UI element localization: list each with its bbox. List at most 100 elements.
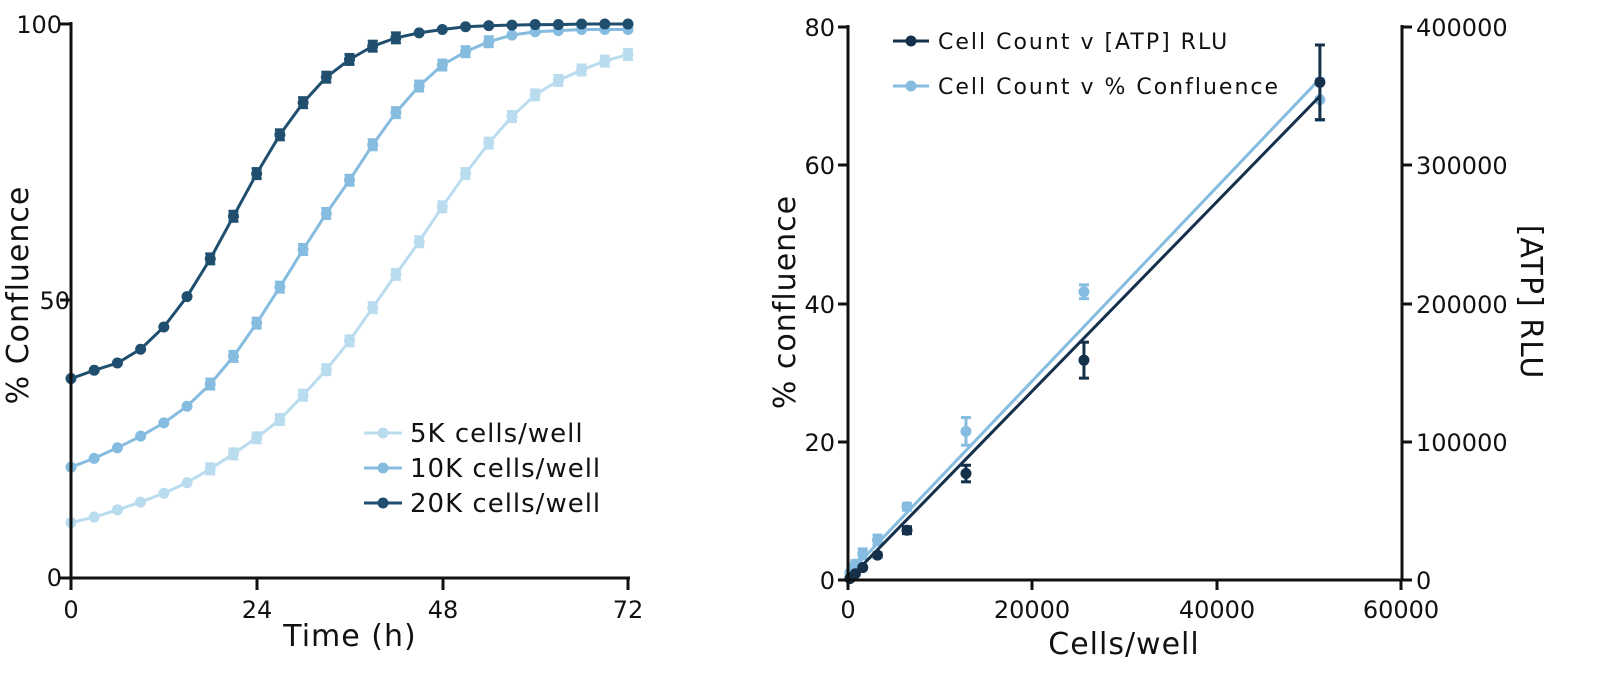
data-point: [297, 243, 309, 255]
legend-label-confluence: Cell Count v % Confluence: [938, 75, 1280, 100]
right-y-tick-label: 60: [804, 152, 835, 180]
data-point: [436, 59, 448, 71]
data-point: [204, 463, 216, 475]
left-x-tick-label: 0: [63, 596, 78, 624]
data-point: [111, 504, 123, 516]
data-point: [390, 268, 402, 280]
legend-item-atp: Cell Count v [ATP] RLU: [893, 30, 1229, 55]
data-point: [460, 46, 472, 58]
data-point: [390, 107, 402, 119]
data-point: [227, 210, 239, 222]
data-point: [857, 562, 869, 574]
data-point: [857, 548, 869, 560]
right-x-tick-label: 60000: [1363, 596, 1439, 624]
right-y2-tick-label: 200000: [1416, 291, 1508, 319]
legend-label-5k: 5K cells/well: [410, 419, 584, 449]
data-point: [483, 137, 495, 149]
left-y-axis-title: % Confluence: [1, 186, 36, 405]
data-point: [274, 414, 286, 426]
data-point: [88, 364, 100, 376]
data-point: [506, 111, 518, 123]
data-point: [297, 389, 309, 401]
data-point: [1078, 354, 1090, 366]
left-plot-layer: [65, 18, 634, 529]
data-point: [251, 432, 263, 444]
left-y-tick-label: 50: [39, 287, 70, 315]
data-point: [506, 19, 518, 31]
series-0: [844, 43, 1326, 585]
data-point: [552, 19, 564, 31]
data-point: [344, 335, 355, 347]
right-legend: Cell Count v [ATP] RLU Cell Count v % Co…: [893, 30, 1280, 100]
legend-item-20k: 20K cells/well: [364, 489, 601, 519]
right-y-tick-label: 0: [820, 567, 835, 595]
legend-marker-10k: [377, 462, 389, 474]
left-x-tick-label: 48: [428, 596, 459, 624]
right-y-tick-label: 80: [804, 14, 835, 42]
right-x-tick-label: 40000: [1179, 596, 1255, 624]
data-point: [1314, 76, 1326, 88]
data-point: [227, 350, 239, 362]
data-point: [901, 524, 913, 536]
data-point: [88, 511, 100, 523]
data-point: [576, 18, 588, 30]
data-point: [599, 55, 611, 67]
series-0: [65, 47, 634, 529]
data-point: [111, 442, 123, 454]
fit-line: [846, 77, 1321, 576]
left-y-tick-label: 100: [16, 11, 62, 39]
data-point: [552, 75, 564, 87]
data-point: [158, 417, 170, 429]
legend-marker-5k: [377, 427, 389, 439]
series-line: [70, 53, 629, 525]
legend-label-20k: 20K cells/well: [410, 489, 601, 519]
left-chart: 0 50 100 0 24 48 72 Time (h) % Confluenc…: [1, 11, 643, 654]
data-point: [227, 448, 239, 460]
data-point: [88, 452, 100, 464]
data-point: [849, 568, 861, 580]
data-point: [483, 20, 495, 32]
data-point: [413, 27, 425, 39]
data-point: [436, 24, 448, 36]
legend-marker-confluence: [905, 80, 917, 92]
data-point: [367, 40, 379, 52]
data-point: [367, 139, 379, 151]
data-point: [960, 468, 972, 480]
data-point: [181, 291, 193, 303]
legend-item-confluence: Cell Count v % Confluence: [893, 75, 1280, 100]
data-point: [158, 321, 170, 333]
data-point: [1078, 286, 1090, 298]
right-y-tick-label: 20: [804, 429, 835, 457]
legend-item-5k: 5K cells/well: [364, 419, 584, 449]
data-point: [135, 430, 147, 442]
data-point: [320, 207, 332, 219]
data-point: [529, 19, 541, 31]
data-point: [506, 29, 518, 41]
series-line: [70, 22, 628, 381]
left-x-tick-label: 24: [242, 596, 273, 624]
data-point: [871, 534, 883, 546]
legend-label-atp: Cell Count v [ATP] RLU: [938, 30, 1229, 55]
series-1: [65, 24, 634, 473]
legend-marker-20k: [377, 497, 389, 509]
right-chart: 0 20 40 60 80 0 100000 200000 300000 400…: [768, 14, 1548, 662]
data-point: [251, 168, 263, 180]
data-point: [135, 343, 147, 355]
data-point: [367, 302, 379, 314]
right-y-axis-title: % confluence: [768, 195, 803, 409]
data-point: [483, 36, 495, 48]
left-y-tick-label: 0: [47, 564, 62, 592]
right-y2-tick-label: 100000: [1416, 429, 1508, 457]
data-point: [181, 477, 193, 489]
legend-marker-atp: [905, 35, 917, 47]
data-point: [436, 201, 448, 213]
left-legend: 5K cells/well 10K cells/well 20K cells/w…: [364, 419, 601, 519]
series-2: [65, 18, 634, 385]
data-point: [529, 89, 541, 101]
series-1: [844, 77, 1326, 579]
right-y-tick-label: 40: [804, 291, 835, 319]
data-point: [871, 549, 883, 561]
left-x-tick-label: 72: [613, 596, 644, 624]
legend-label-10k: 10K cells/well: [410, 454, 601, 484]
